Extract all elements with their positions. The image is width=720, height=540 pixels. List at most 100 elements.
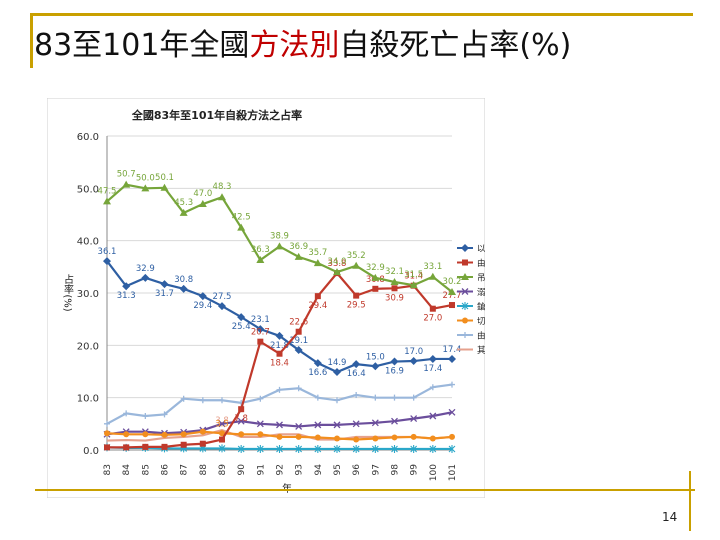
data-point <box>410 394 417 401</box>
data-point <box>256 325 265 334</box>
data-point <box>180 395 187 402</box>
data-point <box>218 193 226 201</box>
data-point <box>180 441 187 448</box>
data-label: 35.7 <box>308 248 327 258</box>
data-point <box>390 278 399 286</box>
x-tick-label: 100 <box>429 464 439 481</box>
y-tick-label: 50.0 <box>77 184 99 195</box>
footer-accent <box>689 471 691 531</box>
data-label: 35.2 <box>347 251 366 261</box>
data-label: 27.0 <box>423 314 442 324</box>
data-point <box>429 444 437 453</box>
x-tick-label: 86 <box>161 464 171 476</box>
data-label: 20.7 <box>251 328 270 338</box>
y-tick-label: 0.0 <box>83 446 99 457</box>
data-point <box>353 436 360 443</box>
series-group <box>104 381 455 427</box>
data-point <box>333 268 341 276</box>
data-point <box>276 433 283 440</box>
data-label: 42.5 <box>232 213 251 223</box>
data-label: 50.1 <box>155 173 174 183</box>
data-point <box>410 433 417 440</box>
data-point <box>199 428 206 435</box>
data-point <box>314 394 321 401</box>
data-point <box>160 280 169 289</box>
data-label: 32.9 <box>136 264 155 274</box>
x-tick-label: 88 <box>199 464 209 476</box>
chart-frame <box>46 97 486 499</box>
series-group: 3.5 <box>104 419 455 443</box>
data-point <box>334 397 340 404</box>
page-number: 14 <box>662 510 678 524</box>
data-label: 32.9 <box>366 263 385 273</box>
data-point <box>237 417 245 425</box>
x-tick-label: 101 <box>448 464 458 481</box>
data-point <box>103 257 111 266</box>
data-point <box>429 305 436 312</box>
data-point <box>391 434 398 441</box>
x-axis-label: 年 <box>282 482 292 495</box>
y-tick-label: 20.0 <box>77 341 99 352</box>
data-point <box>103 197 111 205</box>
data-point <box>276 444 283 453</box>
data-point <box>238 431 245 438</box>
data-point <box>295 444 303 453</box>
data-point <box>371 362 380 371</box>
legend-label: 吊死、勒死及窒息之自殺及自傷 <box>477 273 485 284</box>
data-point <box>429 435 436 442</box>
data-label: 17.4 <box>443 345 462 355</box>
data-point <box>142 431 149 438</box>
data-point <box>294 252 303 260</box>
legend-label: 切穿工具自殺及自傷 <box>477 316 485 327</box>
series-group: 36.131.332.931.730.829.427.525.423.121.8… <box>98 247 462 379</box>
data-point <box>372 435 379 442</box>
data-point <box>276 386 283 393</box>
data-label: 31.4 <box>404 272 423 282</box>
data-label: 21.8 <box>270 341 289 351</box>
x-tick-label: 89 <box>218 464 228 476</box>
data-point <box>449 302 455 309</box>
legend-label: 由高處跳下自殺及自傷 <box>477 331 485 342</box>
data-point <box>462 259 468 266</box>
x-tick-label: 87 <box>180 464 190 475</box>
data-label: 50.0 <box>136 173 155 183</box>
data-point <box>449 381 455 388</box>
data-label: 47.5 <box>98 186 117 196</box>
data-point <box>429 384 436 391</box>
data-point <box>461 302 469 310</box>
data-label: 47.0 <box>193 189 212 199</box>
data-point <box>295 385 302 392</box>
data-point <box>179 284 188 293</box>
x-tick-label: 98 <box>391 464 401 476</box>
data-point <box>141 184 150 192</box>
accent-left-bar <box>30 13 33 68</box>
x-tick-label: 91 <box>256 464 266 475</box>
data-point <box>352 420 360 428</box>
data-point <box>352 261 361 269</box>
x-tick-label: 93 <box>295 464 305 475</box>
data-label: 19.1 <box>289 336 308 346</box>
data-point <box>180 431 187 438</box>
data-point <box>371 419 379 427</box>
data-point <box>409 281 418 289</box>
legend-label: 由氣體及蒸氣自殺及自為中毒 <box>477 258 485 269</box>
data-label: 27.7 <box>443 291 462 301</box>
x-tick-label: 85 <box>141 464 151 475</box>
data-point <box>276 350 283 357</box>
data-point <box>449 433 455 440</box>
data-point <box>142 443 149 450</box>
line-chart: 全國83年至101年自殺方法之占率 0.0 10.0 20.0 30.0 40.0 50.… <box>46 97 605 499</box>
data-point <box>409 357 418 366</box>
data-point <box>198 292 207 301</box>
title-pre: 83至101年全國 <box>34 28 250 63</box>
data-point <box>313 359 322 368</box>
data-point <box>179 208 188 216</box>
data-label: 36.1 <box>98 247 117 257</box>
data-point <box>428 272 437 280</box>
data-point <box>448 287 456 295</box>
data-point <box>219 436 225 443</box>
data-label: 34.0 <box>328 257 347 267</box>
data-point <box>199 397 206 404</box>
data-point <box>372 285 379 292</box>
slide-title: 83至101年全國方法別自殺死亡占率(%) <box>34 20 571 64</box>
